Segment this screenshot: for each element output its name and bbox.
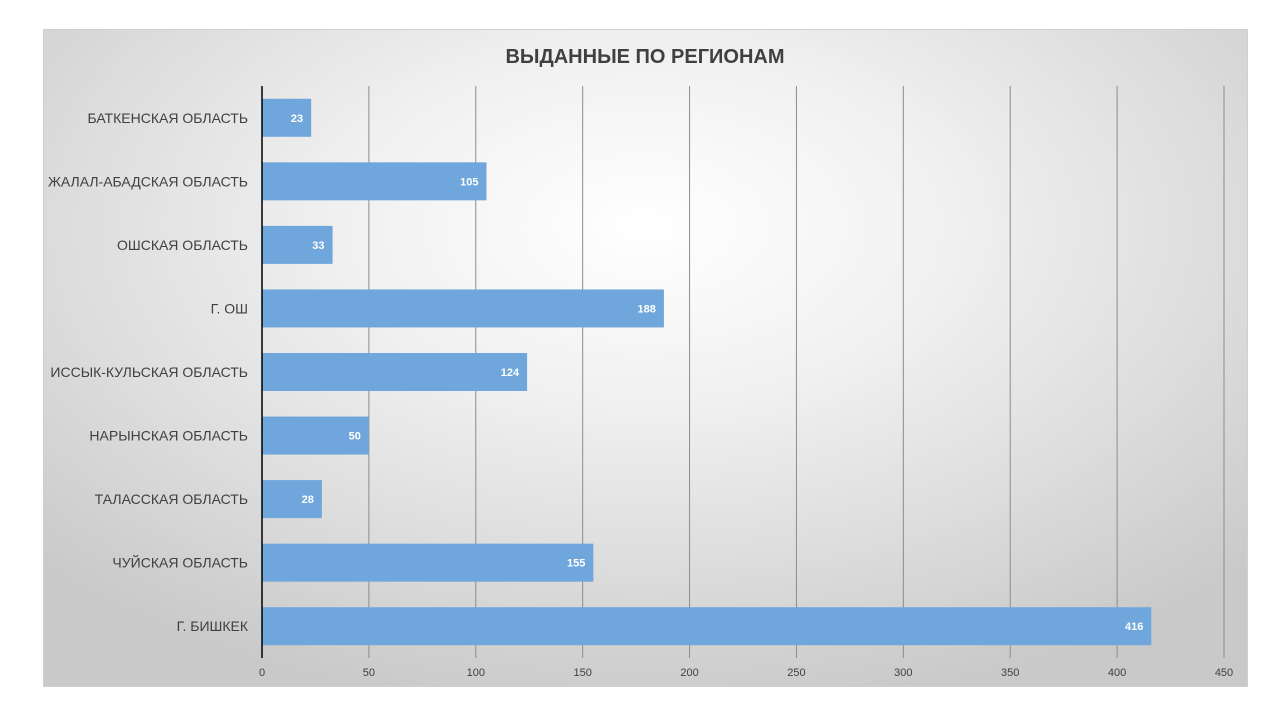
- bar: [262, 607, 1152, 646]
- bars: [262, 98, 1152, 646]
- data-label: 105: [460, 176, 478, 188]
- category-label: Г. БИШКЕК: [177, 618, 249, 634]
- data-label: 124: [501, 367, 520, 379]
- category-label: ИССЫК-КУЛЬСКАЯ ОБЛАСТЬ: [50, 364, 248, 380]
- category-labels: БАТКЕНСКАЯ ОБЛАСТЬ ЖАЛАЛ-АБАДСКАЯ ОБЛАСТЬ…: [48, 110, 249, 634]
- x-tick-label: 400: [1108, 667, 1126, 679]
- data-label: 23: [291, 113, 303, 125]
- bar: [262, 98, 312, 137]
- data-label: 28: [302, 494, 314, 506]
- category-label: ЖАЛАЛ-АБАДСКАЯ ОБЛАСТЬ: [48, 173, 248, 189]
- bar: [262, 543, 594, 582]
- x-tick-label: 150: [573, 667, 591, 679]
- data-label: 50: [349, 431, 361, 443]
- chart-area: [43, 29, 1248, 687]
- bar: [262, 416, 369, 455]
- data-label: 188: [638, 303, 656, 315]
- category-label: ЧУЙСКАЯ ОБЛАСТЬ: [112, 554, 248, 571]
- x-tick-label: 100: [467, 667, 485, 679]
- bar: [262, 289, 664, 328]
- bar: [262, 162, 487, 201]
- data-labels: 23 105 33 188 124 50 28 155 416: [291, 113, 1143, 633]
- x-tick-label: 350: [1001, 667, 1019, 679]
- category-label: НАРЫНСКАЯ ОБЛАСТЬ: [89, 428, 248, 444]
- data-label: 155: [567, 558, 585, 570]
- x-tick-label: 250: [787, 667, 805, 679]
- bar: [262, 353, 528, 391]
- x-tick-label: 50: [363, 667, 375, 679]
- category-label: Г. ОШ: [211, 300, 248, 316]
- category-label: ТАЛАССКАЯ ОБЛАСТЬ: [95, 491, 248, 507]
- chart-title: ВЫДАННЫЕ ПО РЕГИОНАМ: [505, 46, 784, 68]
- category-label: ОШСКАЯ ОБЛАСТЬ: [117, 237, 248, 253]
- category-label: БАТКЕНСКАЯ ОБЛАСТЬ: [87, 110, 248, 126]
- bar: [262, 225, 333, 264]
- x-tick-label: 300: [894, 667, 912, 679]
- data-label: 33: [312, 240, 324, 252]
- x-tick-label: 200: [680, 667, 698, 679]
- x-tick-labels: 0 50 100 150 200 250 300 350 400 450: [259, 667, 1233, 679]
- x-tick-label: 0: [259, 667, 265, 679]
- x-tick-label: 450: [1215, 667, 1233, 679]
- bar: [262, 480, 322, 519]
- data-label: 416: [1125, 621, 1143, 633]
